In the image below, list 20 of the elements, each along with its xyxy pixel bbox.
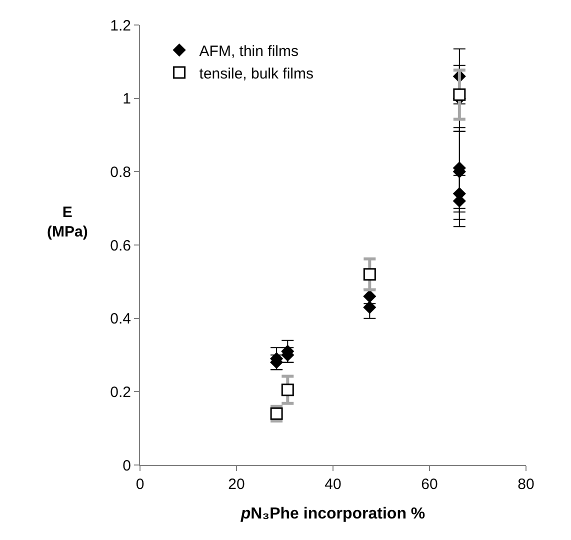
y-tick-label: 0 — [122, 457, 131, 474]
y-tick-label: 1.2 — [110, 17, 131, 34]
point — [453, 88, 466, 101]
x-tick-label: 60 — [421, 476, 438, 493]
legend-label: AFM, thin films — [199, 42, 298, 60]
y-tick-label: 0.8 — [110, 164, 131, 181]
x-tick-label: 0 — [136, 476, 144, 493]
point — [281, 384, 294, 396]
point — [363, 268, 376, 281]
y-tick-label: 0.4 — [110, 310, 131, 328]
x-tick-label: 40 — [324, 476, 342, 493]
legend-label: tensile, bulk films — [199, 65, 314, 82]
x-tick-label: 20 — [228, 476, 245, 493]
x-axis-title: pN₃Phe incorporation % — [240, 506, 426, 523]
y-tick-label: 1 — [122, 90, 131, 108]
point — [363, 300, 376, 314]
x-tick-label: 80 — [518, 476, 534, 493]
y-tick-label: 0.6 — [110, 237, 131, 254]
y-tick-label: 0.2 — [110, 384, 131, 401]
y-axis-title: E (MPa) — [47, 204, 88, 240]
